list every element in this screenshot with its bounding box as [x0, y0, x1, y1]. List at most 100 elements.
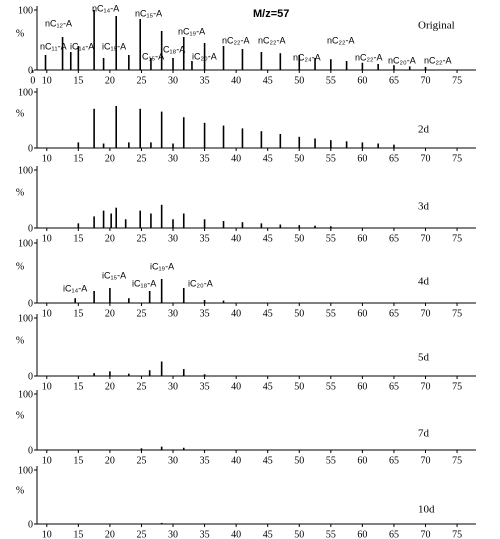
x-tick-label: 75: [452, 455, 462, 466]
x-tick-label: 35: [200, 233, 210, 244]
x-tick-label: 10: [42, 75, 52, 86]
x-tick-label: 15: [73, 529, 83, 539]
y-tick-label: 100: [18, 87, 33, 98]
peak-annotation: iC₁₉-A: [150, 261, 174, 271]
x-tick-label: 10: [42, 153, 52, 164]
x-tick-label: 40: [231, 308, 241, 319]
x-tick-label: 55: [326, 381, 336, 392]
x-tick-label: 35: [200, 153, 210, 164]
x-tick-label: 65: [389, 381, 399, 392]
x-tick-label: 20: [105, 529, 115, 539]
x-tick-label: 45: [263, 529, 273, 539]
x-tick-label: 20: [105, 308, 115, 319]
x-tick-label: 60: [357, 233, 367, 244]
x-tick-label: 40: [231, 455, 241, 466]
x-tick-label: 25: [136, 308, 146, 319]
panel-label: 2d: [418, 124, 430, 136]
y-tick-label: 100: [18, 5, 33, 16]
x-tick-label: 25: [136, 75, 146, 86]
x-tick-label: 55: [326, 308, 336, 319]
x-tick-label: 45: [263, 455, 273, 466]
peak-annotation: nC₂₂-A: [327, 35, 355, 45]
panel-label: 5d: [418, 352, 430, 364]
x-tick-label: 40: [231, 75, 241, 86]
x-tick-label: 60: [357, 529, 367, 539]
peak-annotation: nC₂₄-A: [293, 52, 321, 62]
panel-label: 3d: [418, 201, 430, 213]
x-tick-label: 55: [326, 75, 336, 86]
peak-annotation: iC₂₀-A: [188, 278, 213, 288]
x-tick-label: 65: [389, 233, 399, 244]
y-tick-label: 0: [28, 65, 33, 76]
y-axis-label: %: [16, 485, 24, 496]
x-tick-label: 70: [421, 308, 431, 319]
x-tick-label: 45: [263, 381, 273, 392]
x-tick-label: 50: [294, 75, 304, 86]
x-tick-label: 75: [452, 75, 462, 86]
peak-annotation: nC₂₂-A: [258, 35, 286, 45]
peak-annotation: nC₁₂-A: [45, 18, 72, 28]
panel-label: Original: [418, 20, 455, 32]
x-tick-label: 55: [326, 153, 336, 164]
x-tick-label: 60: [357, 75, 367, 86]
x-tick-label: 30: [168, 455, 178, 466]
y-tick-label: 100: [18, 389, 33, 400]
x-tick-label: 10: [42, 529, 52, 539]
x-tick-label: 75: [452, 381, 462, 392]
x-tick-label: 45: [263, 75, 273, 86]
x-tick-label: 60: [357, 308, 367, 319]
x-tick-label: 10: [42, 308, 52, 319]
x-tick-label: 75: [452, 308, 462, 319]
x-tick-label: 25: [136, 153, 146, 164]
x-tick-label: 15: [73, 455, 83, 466]
x-tick-label: 70: [421, 233, 431, 244]
peak-annotation: nC₂₂-A: [222, 35, 250, 45]
peak-annotation: C₁₈-A: [163, 44, 185, 54]
y-tick-label: 0: [28, 223, 33, 234]
panel-label: 4d: [418, 276, 430, 288]
x-tick-label: 75: [452, 529, 462, 539]
x-tick-label: 10: [42, 455, 52, 466]
y-axis-label: %: [16, 108, 24, 119]
x-tick-label: 10: [42, 381, 52, 392]
x-tick-label: 30: [168, 381, 178, 392]
x-tick-label: 20: [105, 455, 115, 466]
x-tick-label: 75: [452, 153, 462, 164]
y-tick-label: 0: [28, 519, 33, 530]
x-tick-label: 75: [452, 233, 462, 244]
x-tick-label: 50: [294, 381, 304, 392]
x-tick-label: 70: [421, 455, 431, 466]
peak-annotation: iC₁₄-A: [63, 283, 87, 293]
peak-annotation: nC₂₂-A: [424, 55, 452, 65]
x-tick-label: 65: [389, 75, 399, 86]
x-tick-label: 60: [357, 381, 367, 392]
peak-annotation: nC₂₀-A: [388, 55, 416, 65]
x-tick-label: 35: [200, 529, 210, 539]
peak-annotation: nC₁₅-A: [135, 8, 162, 18]
x-tick-label: 20: [105, 381, 115, 392]
panel-label: 7d: [418, 428, 430, 440]
x-tick-label: 65: [389, 529, 399, 539]
y-tick-label: 0: [28, 371, 33, 382]
peak-annotation: iC₂₀-A: [192, 51, 217, 61]
y-tick-label: 100: [18, 313, 33, 324]
x-tick-label: 50: [294, 153, 304, 164]
y-tick-label: 100: [18, 238, 33, 249]
x-tick-label: 15: [73, 233, 83, 244]
x-tick-label: 25: [136, 455, 146, 466]
x-tick-label: 20: [105, 75, 115, 86]
x-tick-label: 50: [294, 455, 304, 466]
x-tick-label: 55: [326, 529, 336, 539]
x-tick-label: 40: [231, 233, 241, 244]
x-tick-label: 70: [421, 153, 431, 164]
peak-annotation: nC₁₁-A: [40, 41, 67, 51]
x-tick-label: 10: [42, 233, 52, 244]
x-tick-label: 60: [357, 153, 367, 164]
x-tick-label: 35: [200, 308, 210, 319]
x-tick-label: 40: [231, 381, 241, 392]
x-tick-label: 65: [389, 455, 399, 466]
x-tick-label: 40: [231, 529, 241, 539]
x-tick-label: 30: [168, 308, 178, 319]
x-tick-label: 0: [30, 75, 35, 86]
x-tick-label: 15: [73, 153, 83, 164]
